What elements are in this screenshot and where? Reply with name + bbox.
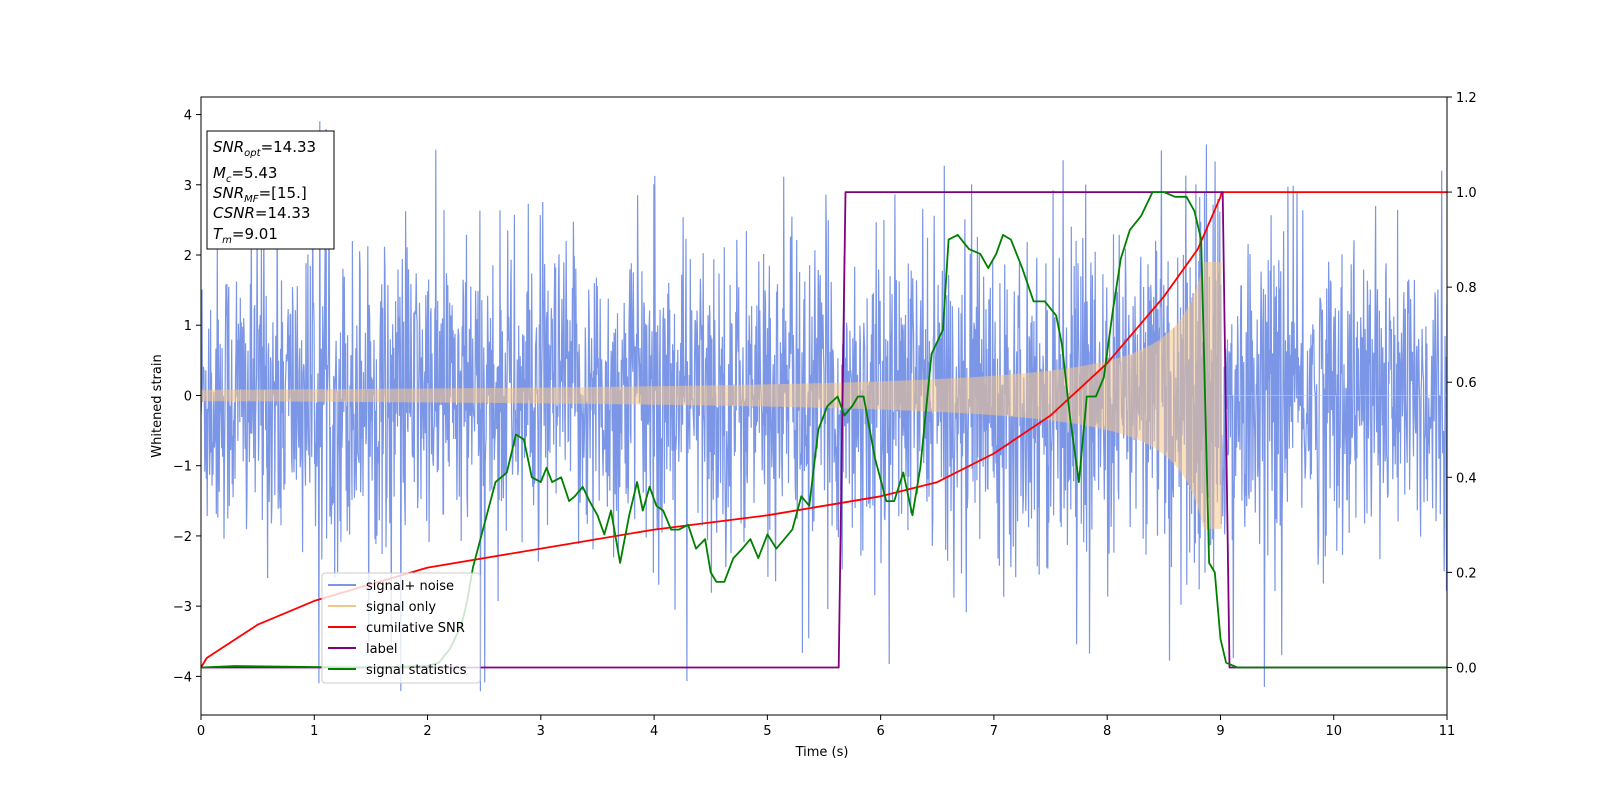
x-tick-label: 1 bbox=[310, 724, 318, 739]
annotation-csnr: CSNR=14.33 bbox=[213, 204, 310, 222]
x-tick-label: 2 bbox=[423, 724, 431, 739]
x-axis-label: Time (s) bbox=[795, 745, 849, 760]
x-tick-label: 11 bbox=[1439, 724, 1456, 739]
y-right-tick-label: 1.2 bbox=[1456, 91, 1477, 106]
legend: signal+ noise signal only cumilative SNR… bbox=[322, 573, 480, 683]
y-left-tick-label: 1 bbox=[184, 319, 192, 334]
legend-label-cumulative-snr: cumilative SNR bbox=[366, 621, 465, 636]
x-tick-label: 10 bbox=[1325, 724, 1342, 739]
y-left-tick-label: −2 bbox=[173, 530, 192, 545]
y-right-tick-label: 0.8 bbox=[1456, 281, 1477, 296]
x-tick-label: 0 bbox=[197, 724, 205, 739]
annotation-snr-mf: SNRMF=[15.] bbox=[213, 184, 307, 205]
x-tick-label: 3 bbox=[537, 724, 545, 739]
y-right-tick-label: 0.0 bbox=[1456, 661, 1477, 676]
x-tick-label: 9 bbox=[1216, 724, 1224, 739]
annotation-box: SNRopt=14.33 Mc=5.43 SNRMF=[15.] CSNR=14… bbox=[207, 131, 334, 249]
legend-label-label: label bbox=[366, 642, 397, 657]
legend-label-signal-only: signal only bbox=[366, 600, 436, 615]
annotation-snr-opt: SNRopt=14.33 bbox=[213, 138, 316, 159]
y-right-tick-label: 0.6 bbox=[1456, 376, 1477, 391]
y-left-tick-label: −4 bbox=[173, 670, 192, 685]
legend-label-signal-statistics: signal statistics bbox=[366, 663, 467, 678]
x-tick-label: 6 bbox=[876, 724, 884, 739]
x-tick-label: 8 bbox=[1103, 724, 1111, 739]
y-right-tick-label: 1.0 bbox=[1456, 186, 1477, 201]
y-left-tick-label: 3 bbox=[184, 179, 192, 194]
y-left-tick-label: 0 bbox=[184, 389, 192, 404]
x-tick-label: 4 bbox=[650, 724, 658, 739]
x-tick-label: 5 bbox=[763, 724, 771, 739]
y-right-tick-label: 0.2 bbox=[1456, 566, 1477, 581]
y-left-tick-label: 4 bbox=[184, 109, 192, 124]
annotation-mc: Mc=5.43 bbox=[213, 164, 277, 185]
y-left-tick-label: −1 bbox=[173, 460, 192, 475]
y-left-tick-label: 2 bbox=[184, 249, 192, 264]
y-left-tick-label: −3 bbox=[173, 600, 192, 615]
y-right-tick-label: 0.4 bbox=[1456, 471, 1477, 486]
x-tick-label: 7 bbox=[990, 724, 998, 739]
legend-label-signal-noise: signal+ noise bbox=[366, 579, 454, 594]
y-axis-label: Whitened strain bbox=[150, 354, 165, 457]
